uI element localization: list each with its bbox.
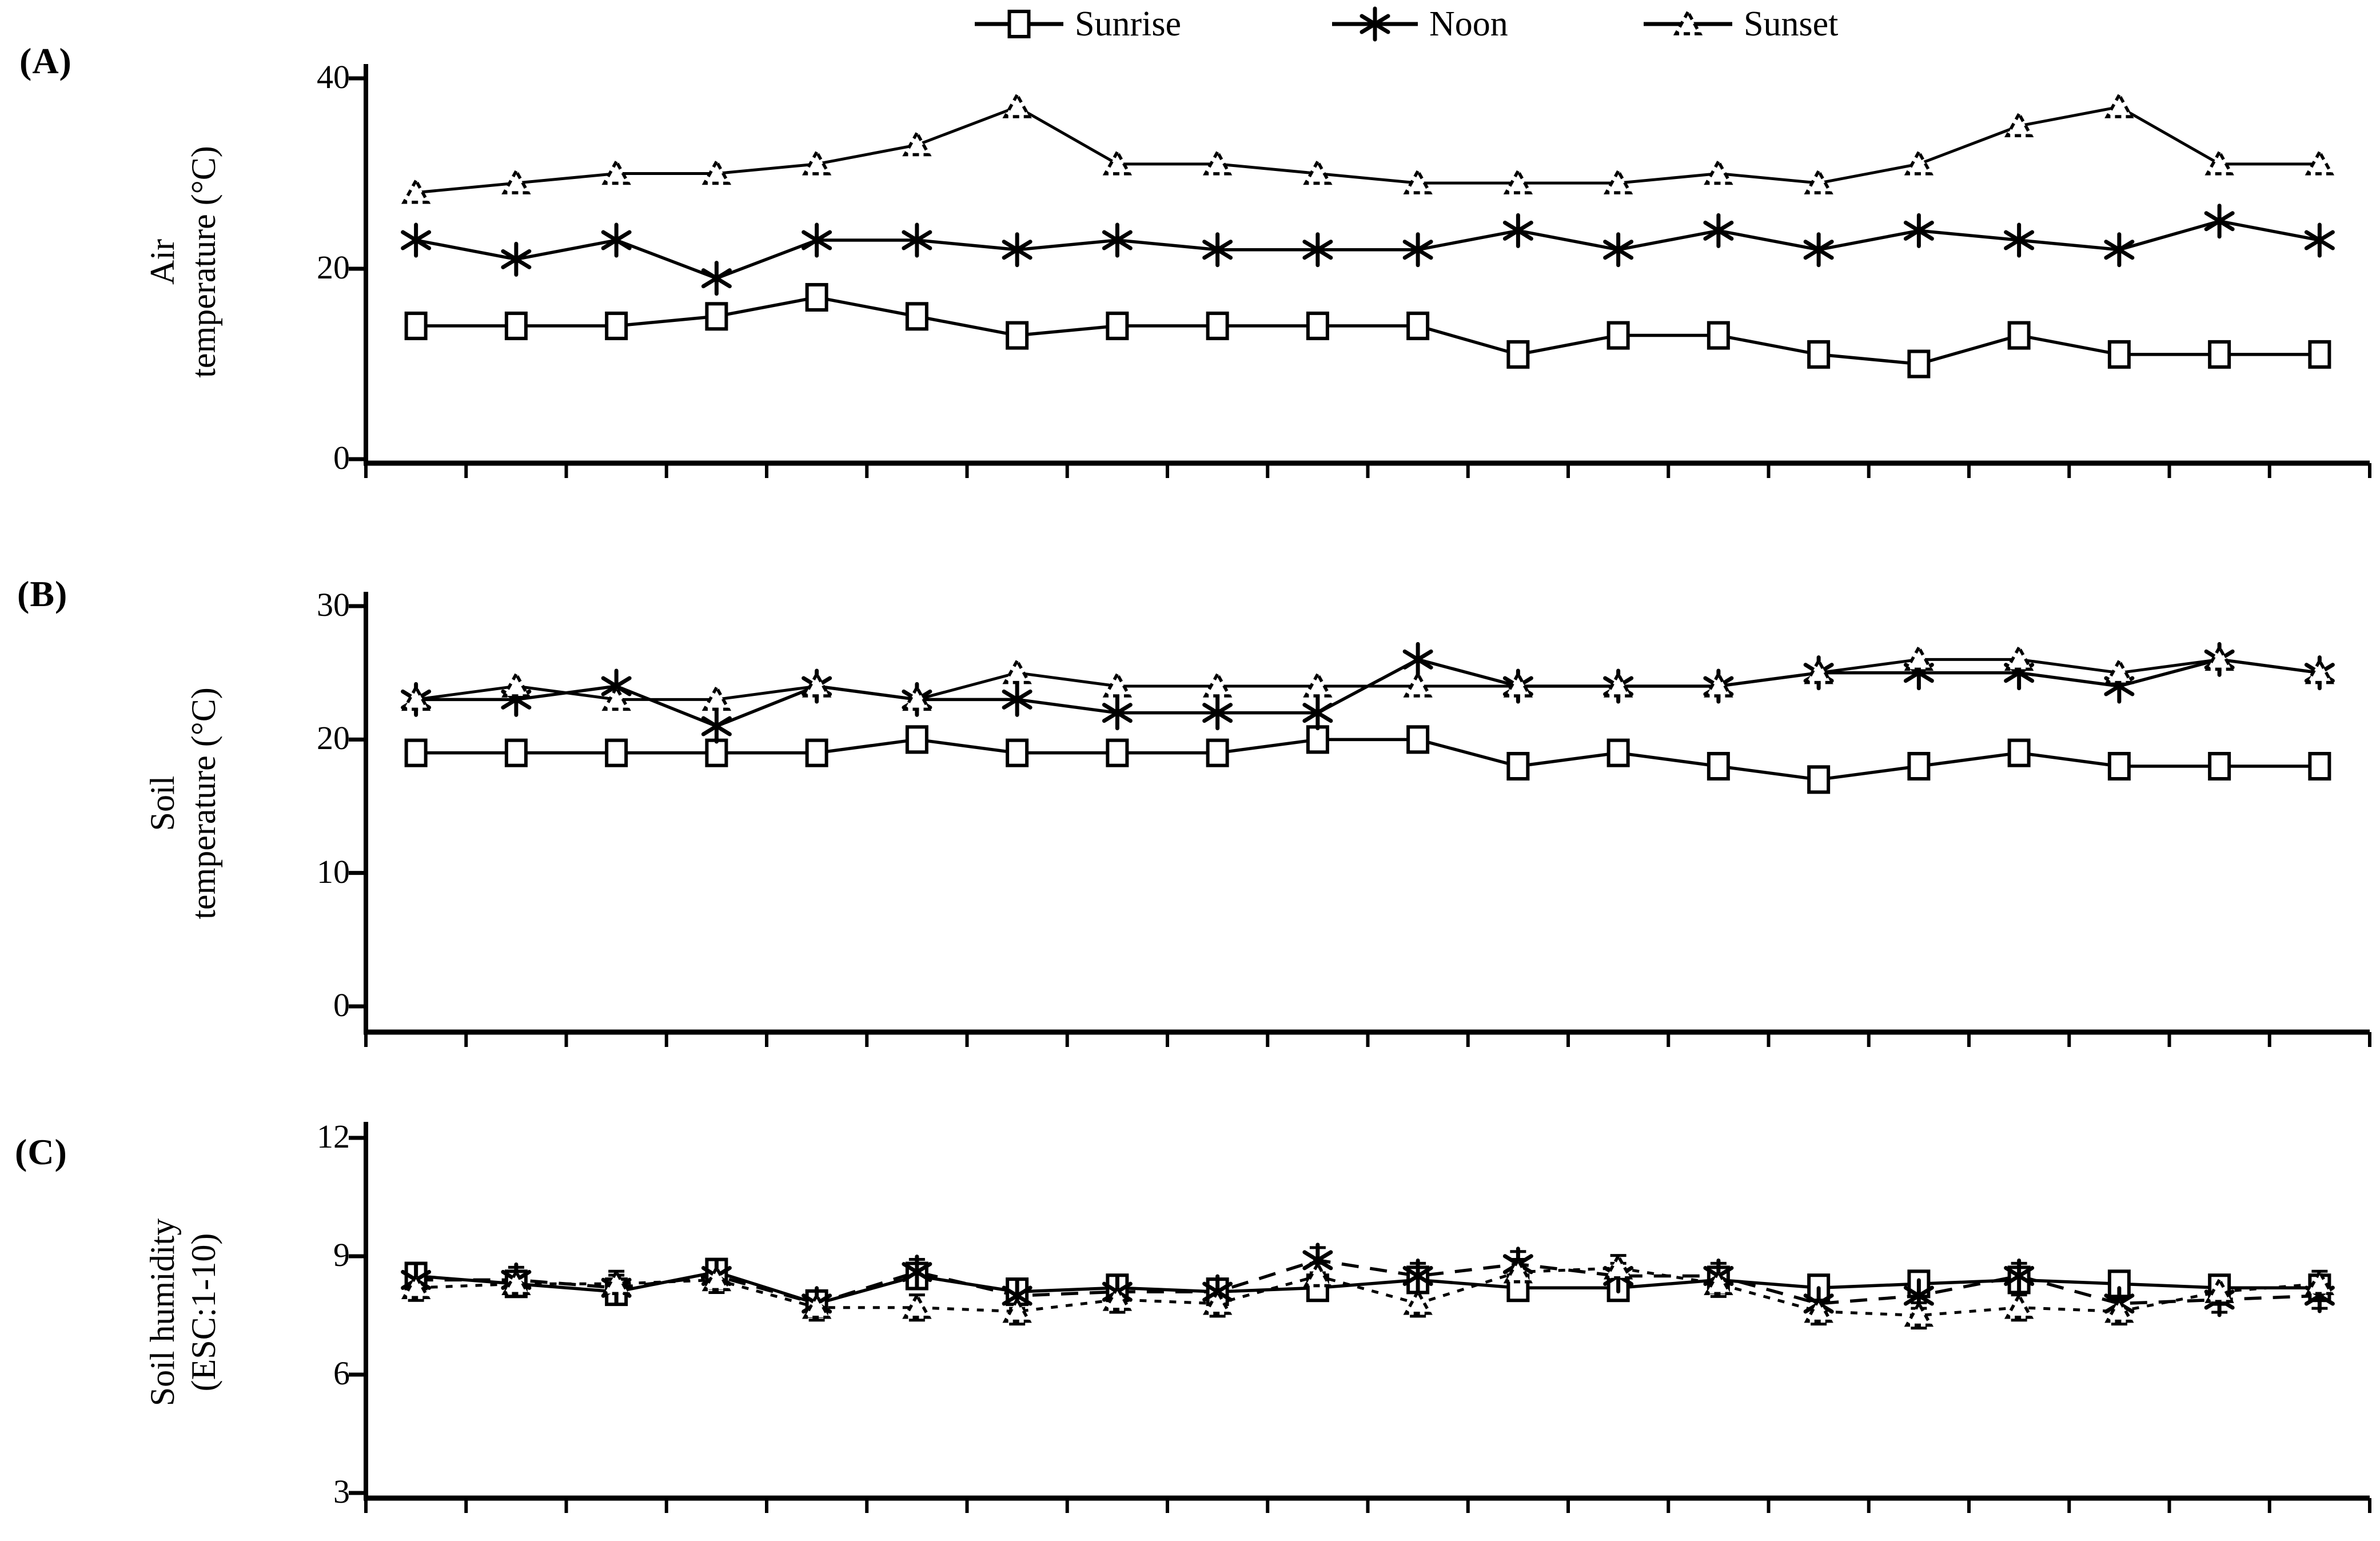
y-axis-title-line: Air xyxy=(143,239,181,285)
ytick-label: 0 xyxy=(333,439,350,476)
legend-label-sunrise: Sunrise xyxy=(1075,5,1181,43)
y-axis-title-line: Soil xyxy=(143,775,181,831)
ytick-label: 3 xyxy=(333,1472,350,1510)
ytick-label: 10 xyxy=(317,853,350,890)
ytick-label: 12 xyxy=(317,1117,350,1155)
y-axis-title-line: Soil humidity xyxy=(143,1218,181,1407)
ytick-label: 40 xyxy=(317,58,350,95)
panel-label-c: (C) xyxy=(15,1132,67,1172)
ytick-label: 30 xyxy=(317,586,350,623)
y-axis-title-air-temperature: Air temperature (°C) xyxy=(142,146,224,377)
y-axis-title-line: temperature (°C) xyxy=(185,687,222,919)
ytick-label: 0 xyxy=(333,986,350,1024)
y-axis-title-line: temperature (°C) xyxy=(185,146,222,378)
ytick-label: 20 xyxy=(317,719,350,756)
ytick-label: 20 xyxy=(317,248,350,286)
panel-label-a: (A) xyxy=(19,41,72,81)
ytick-label: 9 xyxy=(333,1236,350,1273)
y-axis-title-soil-humidity: Soil humidity (ESC:1-10) xyxy=(142,1219,224,1406)
y-axis-title-line: (ESC:1-10) xyxy=(185,1233,222,1392)
legend-label-sunset: Sunset xyxy=(1744,5,1839,43)
legend-label-noon: Noon xyxy=(1429,5,1508,43)
panel-label-b: (B) xyxy=(17,574,68,614)
y-axis-title-soil-temperature: Soil temperature (°C) xyxy=(142,687,224,919)
ytick-label: 6 xyxy=(333,1354,350,1392)
